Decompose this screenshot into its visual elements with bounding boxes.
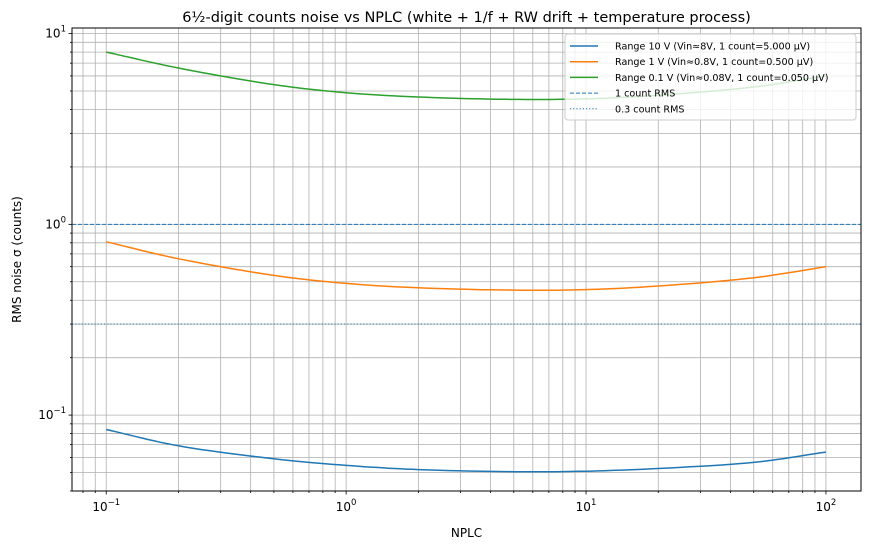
legend-frame [564, 33, 857, 121]
x-tick-label: 101 [576, 498, 597, 514]
y-tick-label: 10−1 [38, 406, 66, 422]
axis-ticks: 10−1 100 101 102 10−1 100 101 [38, 25, 836, 514]
x-tick-label: 100 [336, 498, 357, 514]
legend-label: 1 count RMS [615, 89, 675, 100]
legend-label: 0.3 count RMS [615, 104, 684, 115]
series-line [106, 241, 827, 292]
legend-label: Range 10 V (Vin≈8V, 1 count=5.000 µV) [615, 42, 810, 53]
x-axis-label: NPLC [451, 526, 482, 540]
y-tick-label: 100 [45, 215, 66, 231]
reference-lines [72, 223, 861, 325]
y-axis-label: RMS noise σ (counts) [10, 196, 24, 323]
y-tick-label: 101 [45, 25, 66, 41]
series-line [106, 428, 826, 473]
chart-title: 6½-digit counts noise vs NPLC (white + 1… [182, 10, 751, 26]
x-tick-label: 10−1 [92, 498, 120, 514]
plot-frame [71, 27, 862, 492]
x-tick-label: 102 [816, 498, 837, 514]
legend-label: Range 1 V (Vin≈0.8V, 1 count=0.500 µV) [615, 57, 813, 68]
legend: Range 10 V (Vin≈8V, 1 count=5.000 µV) Ran… [564, 33, 857, 121]
grid [72, 28, 861, 492]
legend-label: Range 0.1 V (Vin≈0.08V, 1 count=0.050 µV… [615, 73, 828, 84]
